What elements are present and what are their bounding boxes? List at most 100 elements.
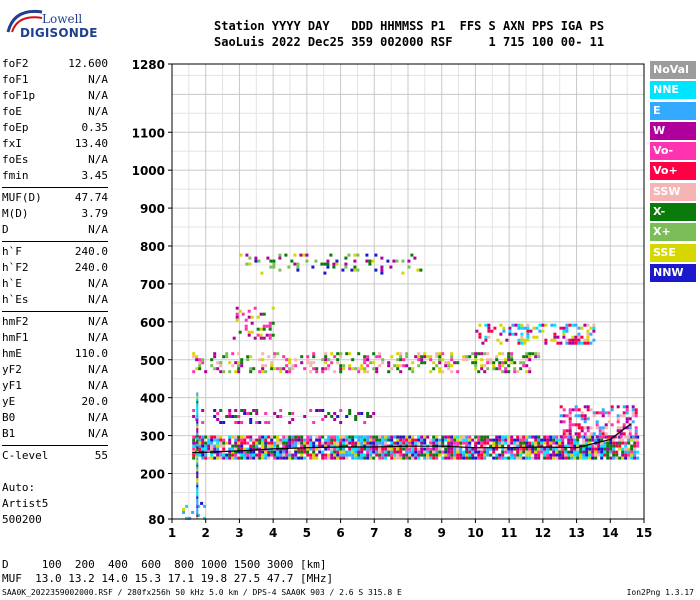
echo-point [633, 450, 637, 454]
echo-point [624, 453, 628, 457]
echo-point [450, 355, 454, 359]
echo-point [571, 423, 575, 427]
echo-point [249, 450, 253, 454]
echo-point [588, 447, 592, 451]
echo-point [399, 370, 403, 374]
echo-point [483, 447, 487, 451]
echo-point [255, 421, 259, 424]
echo-point [507, 450, 511, 454]
echo-point [492, 450, 496, 454]
echo-point [253, 306, 257, 310]
echo-point [395, 259, 399, 263]
echo-point [351, 441, 355, 445]
echo-point [513, 370, 517, 374]
param-name: foF1 [2, 73, 29, 86]
echo-point [371, 259, 375, 263]
echo-point [411, 456, 415, 460]
echo-point [465, 358, 469, 362]
echo-point [345, 453, 349, 457]
echo-point [594, 447, 598, 451]
echo-point [522, 438, 526, 442]
echo-point [363, 438, 367, 442]
echo-point [417, 456, 421, 460]
echo-point [610, 405, 614, 409]
echo-point [447, 447, 451, 451]
echo-point [198, 438, 202, 442]
echo-point [309, 435, 313, 439]
echo-point [279, 409, 283, 412]
echo-point [552, 450, 556, 454]
echo-point [450, 441, 454, 445]
echo-point [267, 450, 271, 454]
echo-point [210, 447, 214, 451]
echo-point [618, 447, 622, 451]
echo-point [237, 352, 241, 356]
echo-point [333, 450, 337, 454]
echo-point [516, 456, 520, 460]
echo-point [240, 364, 244, 368]
echo-point [531, 450, 535, 454]
echo-point [577, 408, 581, 412]
echo-point [475, 329, 479, 333]
echo-point [603, 453, 607, 457]
echo-point [243, 441, 247, 445]
echo-point [604, 423, 608, 427]
echo-point [562, 408, 566, 412]
echo-point [390, 438, 394, 442]
echo-point [516, 370, 520, 374]
echo-point [438, 355, 442, 359]
echo-point [207, 444, 211, 448]
param-name: yF1 [2, 379, 22, 392]
echo-point [288, 412, 292, 415]
echo-point [228, 438, 232, 442]
echo-point [487, 326, 491, 330]
echo-point [279, 453, 283, 457]
echo-point [312, 367, 316, 371]
echo-point [589, 408, 593, 412]
echo-point [210, 456, 214, 460]
echo-point [247, 333, 251, 337]
echo-point [285, 453, 289, 457]
echo-point [447, 456, 451, 460]
echo-point [339, 441, 343, 445]
echo-point [327, 412, 331, 415]
echo-point [378, 444, 382, 448]
echo-point [342, 438, 346, 442]
echo-point [201, 358, 205, 362]
echo-point [520, 335, 524, 339]
echo-point [604, 426, 608, 430]
echo-point [285, 435, 289, 439]
echo-point [192, 370, 196, 374]
echo-point [348, 447, 352, 451]
echo-point [571, 323, 575, 327]
echo-point [543, 450, 547, 454]
echo-point [327, 367, 331, 371]
echo-point [471, 450, 475, 454]
echo-point [369, 361, 373, 365]
echo-point [282, 367, 286, 371]
echo-point [196, 431, 199, 436]
scaled-trace-line [192, 423, 631, 454]
echo-point [519, 361, 523, 365]
param-value: 0.35 [81, 121, 109, 134]
echo-point [225, 352, 229, 356]
echo-point [634, 426, 638, 430]
y-tick-label: 700 [140, 278, 165, 292]
echo-point [339, 435, 343, 439]
echo-point [559, 435, 563, 439]
echo-point [586, 408, 590, 412]
echo-point [471, 361, 475, 365]
echo-point [290, 259, 294, 263]
echo-point [592, 326, 596, 330]
echo-point [571, 435, 575, 439]
echo-point [402, 447, 406, 451]
echo-point [250, 330, 254, 334]
echo-point [357, 438, 361, 442]
echo-point [291, 412, 295, 415]
echo-point [192, 447, 196, 451]
echo-point [583, 420, 587, 424]
echo-point [378, 453, 382, 457]
echo-point [235, 315, 239, 319]
echo-point [219, 453, 223, 457]
logo-line2: DIGISONDE [20, 26, 98, 40]
